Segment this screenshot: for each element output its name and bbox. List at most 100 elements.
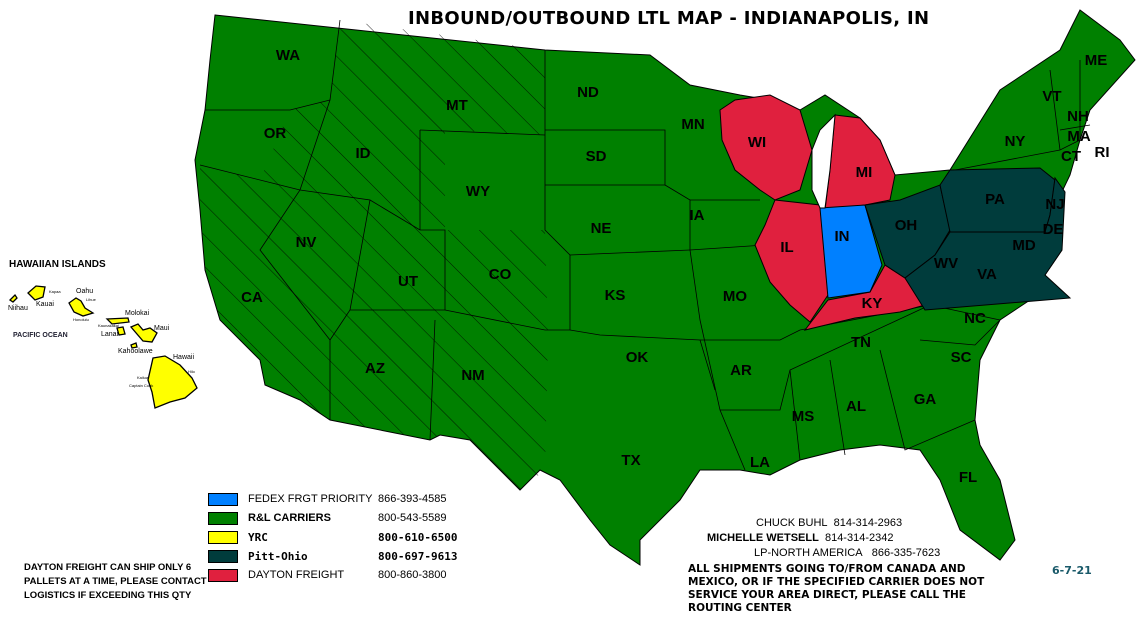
label-niihau: Niihau — [8, 305, 28, 312]
label-fl: FL — [959, 469, 977, 486]
legend-swatch — [208, 511, 238, 525]
label-co: CO — [489, 266, 512, 283]
label-kauai: Kauai — [36, 301, 54, 308]
label-kapaa: Kapaa — [49, 289, 61, 294]
label-va: VA — [977, 266, 997, 283]
contact-name: MICHELLE WETSELL — [707, 532, 819, 544]
island-kahoolawe — [130, 342, 138, 349]
hawaii-labels: Niihau Kauai Oahu Molokai Lanai Maui Kah… — [8, 288, 196, 388]
state-wi — [719, 94, 813, 201]
label-hilo: Hilo — [188, 369, 196, 374]
island-oahu — [68, 297, 95, 317]
label-kaunakakai: Kaunakakai — [98, 323, 119, 328]
state-labels: WA OR CA ID NV MT WY UT AZ CO NM ND SD N… — [241, 47, 1109, 486]
label-oh: OH — [895, 217, 918, 234]
island-kauai — [27, 285, 46, 301]
label-nc: NC — [964, 310, 986, 327]
legend-carrier: R&L CARRIERS — [248, 512, 331, 524]
legend-item-dayton: DAYTON FREIGHT 800-860-3800 — [208, 567, 447, 583]
label-ri: RI — [1095, 144, 1110, 161]
legend-phone: 866-393-4585 — [378, 493, 447, 505]
label-molokai: Molokai — [125, 310, 150, 317]
label-la: LA — [750, 454, 770, 471]
legend-phone: 800-610-6500 — [378, 530, 458, 544]
legend-carrier: DAYTON FREIGHT — [248, 569, 345, 581]
island-niihau — [8, 293, 18, 303]
hawaii-title: HAWAIIAN ISLANDS — [9, 259, 106, 270]
label-ks: KS — [605, 287, 626, 304]
label-maui: Maui — [154, 325, 170, 332]
label-ms: MS — [792, 408, 815, 425]
hawaii-islands — [8, 285, 198, 409]
label-ca: CA — [241, 289, 263, 306]
legend-item-pitt-ohio: Pitt-Ohio 800-697-9613 — [208, 548, 457, 564]
label-lihue: Lihue — [86, 297, 97, 302]
label-nj: NJ — [1045, 196, 1064, 213]
map-title: INBOUND/OUTBOUND LTL MAP - INDIANAPOLIS,… — [408, 8, 930, 29]
contact-phone: 814-314-2963 — [833, 517, 903, 529]
island-lanai — [116, 326, 126, 336]
contact-phone: 866-335-7623 — [871, 547, 941, 559]
label-or: OR — [264, 125, 287, 142]
contact-name: LP-NORTH AMERICA — [754, 547, 863, 559]
label-ct: CT — [1061, 148, 1081, 165]
label-tx: TX — [621, 452, 640, 469]
label-captain-cook: Captain Cook — [129, 383, 153, 388]
island-maui — [129, 323, 158, 343]
label-md: MD — [1012, 237, 1035, 254]
label-al: AL — [846, 398, 866, 415]
state-wv-va-md-de-nj — [904, 176, 1072, 311]
label-oahu: Oahu — [76, 288, 93, 295]
legend-item-yrc: YRC 800-610-6500 — [208, 529, 457, 545]
label-mi: MI — [856, 164, 873, 181]
label-tn: TN — [851, 334, 871, 351]
contact-name: CHUCK BUHL — [756, 517, 828, 529]
state-borders — [199, 19, 1091, 471]
label-ga: GA — [914, 391, 937, 408]
label-ok: OK — [626, 349, 649, 366]
legend-carrier: FEDEX FRGT PRIORITY — [248, 493, 373, 505]
legend-swatch — [208, 568, 238, 582]
label-sc: SC — [951, 349, 972, 366]
label-mo: MO — [723, 288, 747, 305]
legend-carrier: YRC — [248, 530, 268, 544]
legend-carrier: Pitt-Ohio — [248, 549, 308, 563]
label-nd: ND — [577, 84, 599, 101]
label-vt: VT — [1042, 88, 1061, 105]
contact-lp: LP-NORTH AMERICA 866-335-7623 — [754, 547, 940, 559]
label-az: AZ — [365, 360, 385, 377]
label-ia: IA — [690, 207, 705, 224]
label-ny: NY — [1005, 133, 1026, 150]
dayton-pallet-note: DAYTON FREIGHT CAN SHIP ONLY 6 PALLETS A… — [24, 562, 207, 601]
revision-date: 6-7-21 — [1052, 564, 1092, 577]
island-hawaii — [147, 355, 198, 409]
legend-swatch — [208, 492, 238, 506]
label-kailua: Kailua — [137, 375, 149, 380]
label-sd: SD — [586, 148, 607, 165]
legend-phone: 800-860-3800 — [378, 569, 447, 581]
label-wy: WY — [466, 183, 490, 200]
label-id: ID — [356, 145, 371, 162]
label-de: DE — [1043, 221, 1064, 238]
label-honolulu: Honolulu — [73, 317, 89, 322]
label-hawaii: Hawaii — [173, 354, 194, 361]
legend-phone: 800-697-9613 — [378, 549, 458, 563]
label-me: ME — [1085, 52, 1108, 69]
label-mn: MN — [681, 116, 704, 133]
label-nv: NV — [296, 234, 317, 251]
lake-michigan — [811, 113, 836, 209]
contact-michelle: MICHELLE WETSELL 814-314-2342 — [707, 532, 893, 544]
routing-center-note: ALL SHIPMENTS GOING TO/FROM CANADA AND M… — [688, 563, 985, 614]
hatched-west-region — [200, 20, 548, 490]
legend-phone: 800-543-5589 — [378, 512, 447, 524]
label-wa: WA — [276, 47, 300, 64]
label-kahoolawe: Kahoolawe — [118, 348, 153, 355]
contact-chuck: CHUCK BUHL 814-314-2963 — [756, 517, 902, 529]
label-ar: AR — [730, 362, 752, 379]
label-ky: KY — [862, 295, 883, 312]
label-wi: WI — [748, 134, 766, 151]
label-mt: MT — [446, 97, 468, 114]
label-ne: NE — [591, 220, 612, 237]
label-ma: MA — [1067, 128, 1090, 145]
